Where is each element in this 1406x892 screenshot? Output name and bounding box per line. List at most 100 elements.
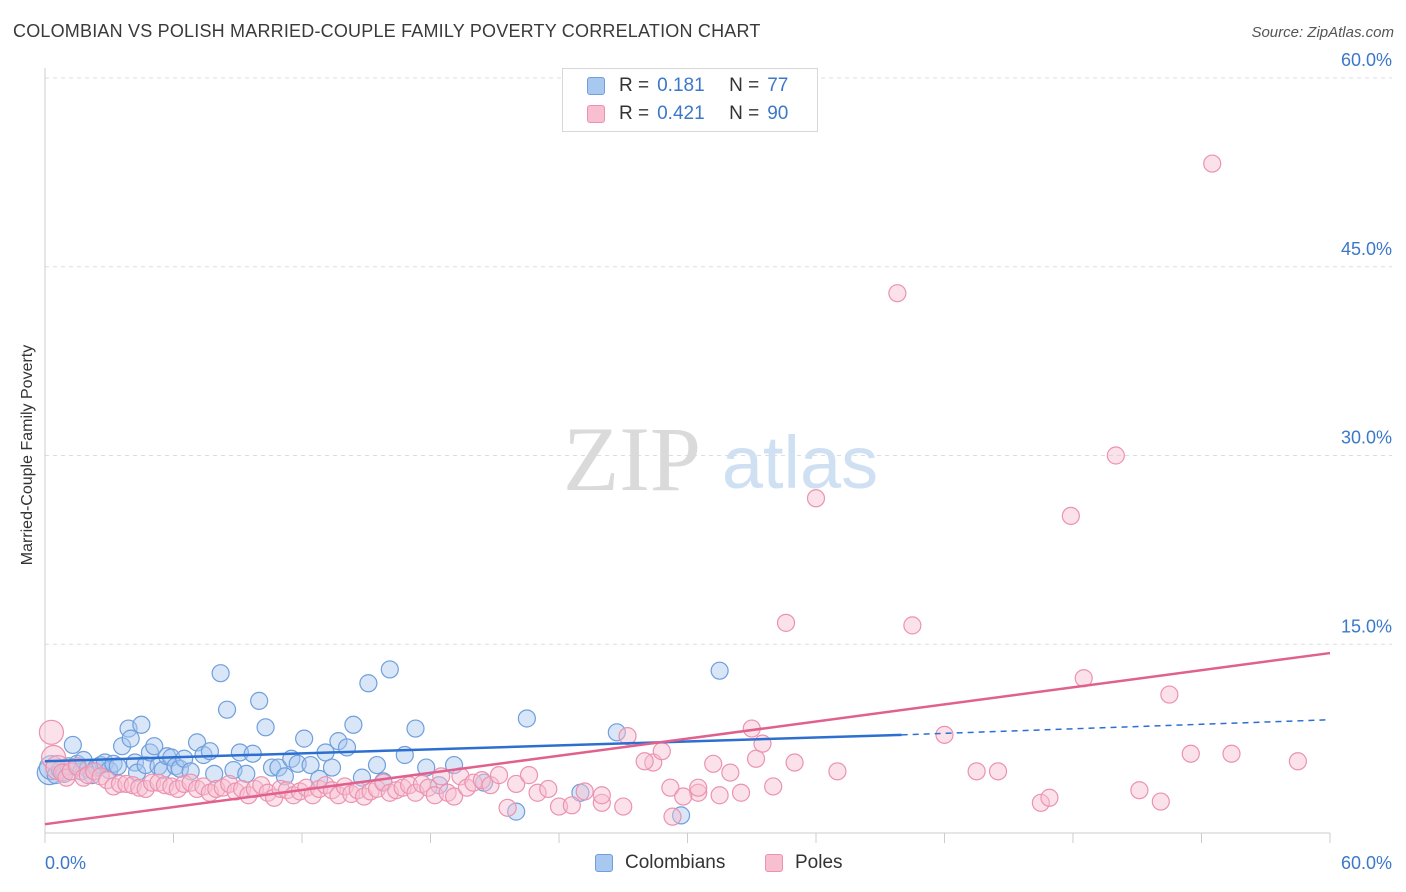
poles-point <box>731 783 751 802</box>
trend-lines <box>44 651 1331 826</box>
poles-point <box>489 766 509 785</box>
colombians-point <box>230 743 249 762</box>
poles-point <box>1106 446 1125 465</box>
watermark-zip: ZIP <box>563 408 701 510</box>
poles-point <box>519 766 539 785</box>
source-label: Source: ZipAtlas.com <box>1251 24 1394 41</box>
poles-point <box>710 786 729 805</box>
colombians-point <box>63 735 82 755</box>
y-tick-label: 45.0% <box>1341 239 1392 259</box>
y-tick-label: 15.0% <box>1341 616 1392 636</box>
poles-point <box>635 752 654 771</box>
poles-point <box>785 753 804 772</box>
colombians-trend-extension <box>901 719 1331 736</box>
poles-point <box>753 734 772 753</box>
poles-point <box>1130 781 1149 800</box>
tick-labels: 15.0% 30.0% 45.0% 60.0% 0.0% 60.0% <box>45 50 1392 873</box>
legend-row-colombians: R = 0.181 N = 77 <box>587 73 788 99</box>
poles-point <box>661 778 680 797</box>
poles-point <box>764 777 783 796</box>
colombians-point <box>170 759 190 778</box>
poles-point <box>1160 685 1179 704</box>
colombians-swatch <box>587 77 605 95</box>
colombians-point <box>517 709 536 728</box>
poles-point <box>618 727 637 746</box>
correlation-legend: R = 0.181 N = 77 R = 0.421 N = 90 <box>562 68 818 132</box>
poles-point <box>806 489 826 508</box>
watermark-atlas: atlas <box>722 421 878 504</box>
poles-point <box>498 798 517 817</box>
x-tick-label: 0.0% <box>45 853 86 873</box>
poles-point <box>1222 744 1241 763</box>
r-label: R = <box>619 75 650 96</box>
colombians-point <box>211 664 230 683</box>
poles-point <box>38 719 65 745</box>
colombians-point <box>295 729 314 748</box>
y-tick-label: 60.0% <box>1341 50 1392 70</box>
colombians-point <box>359 674 378 693</box>
poles-point <box>575 782 594 801</box>
colombians-point <box>237 764 256 783</box>
poles-legend-swatch <box>765 854 783 872</box>
colombians-legend-swatch <box>595 854 613 872</box>
poles-point <box>562 796 581 815</box>
poles-point <box>988 762 1008 781</box>
poles-point <box>663 807 682 826</box>
n-label: N = <box>729 75 760 96</box>
colombians-point <box>217 700 237 719</box>
poles-point <box>776 613 796 632</box>
poles-point <box>614 797 633 816</box>
poles-point <box>674 787 693 806</box>
colombians-point <box>262 758 282 777</box>
colombians-point <box>288 754 307 773</box>
poles-point <box>746 749 766 768</box>
poles-point <box>828 762 847 781</box>
poles-point <box>40 744 67 771</box>
poles-point <box>549 797 569 816</box>
colombians-point <box>301 755 320 775</box>
x-tick-label: 60.0% <box>1341 853 1392 873</box>
colombians-point <box>322 758 342 777</box>
poles-points <box>38 154 1307 826</box>
bottom-legend-colombians[interactable]: Colombians <box>595 852 725 874</box>
poles-point <box>967 762 986 781</box>
poles-legend-label: Poles <box>795 852 843 873</box>
poles-point <box>252 776 271 795</box>
poles-point <box>888 284 907 303</box>
n-value: 90 <box>767 103 789 124</box>
colombians-trend-line <box>44 733 902 763</box>
poles-point <box>1181 744 1200 763</box>
r-label: R = <box>619 103 650 124</box>
colombians-legend-label: Colombians <box>625 852 726 873</box>
n-label: N = <box>729 103 760 124</box>
bottom-legend-poles[interactable]: Poles <box>765 852 843 874</box>
poles-point <box>592 793 611 812</box>
colombians-point <box>145 737 164 756</box>
poles-point <box>1031 793 1050 812</box>
colombians-point <box>121 729 140 748</box>
colombians-point <box>256 718 275 737</box>
poles-point <box>689 783 708 802</box>
poles-point <box>903 616 922 635</box>
poles-point <box>507 774 526 794</box>
colombians-point <box>205 764 224 783</box>
poles-trend-line <box>44 651 1331 826</box>
poles-point <box>704 754 723 773</box>
poles-point <box>110 774 130 794</box>
poles-point <box>1288 752 1307 771</box>
poles-point <box>419 778 438 797</box>
colombians-point <box>507 802 526 821</box>
colombians-point <box>607 723 626 742</box>
poles-point <box>1040 788 1059 807</box>
poles-swatch <box>587 105 605 123</box>
poles-point <box>472 771 491 790</box>
colombians-point <box>710 661 729 680</box>
n-value: 77 <box>767 75 789 96</box>
poles-point <box>1061 506 1080 526</box>
colombians-point <box>367 755 387 775</box>
poles-point <box>935 725 954 744</box>
colombians-point <box>132 715 151 734</box>
colombians-point <box>344 715 363 734</box>
colombians-point <box>406 719 425 738</box>
